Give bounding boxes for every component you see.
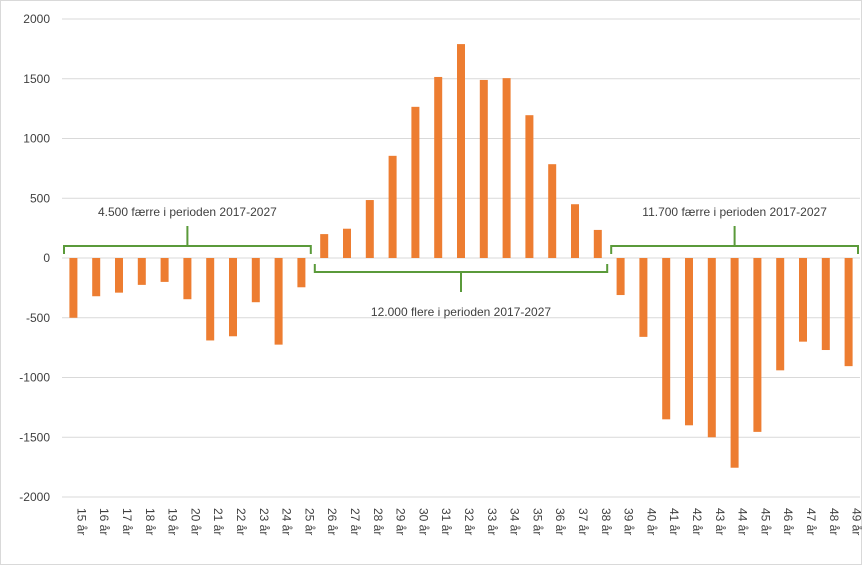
x-tick-label: 21 år <box>211 508 225 535</box>
bar <box>844 258 853 367</box>
x-tick-label: 31 år <box>439 508 453 535</box>
annotation: 12.000 flere i perioden 2017-2027 <box>371 305 551 319</box>
x-tick-label: 30 år <box>416 508 430 535</box>
bar <box>502 78 511 258</box>
x-tick-label: 24 år <box>280 508 294 535</box>
bar <box>753 258 762 432</box>
y-tick-label: -1000 <box>19 371 50 385</box>
y-tick-label: 1500 <box>23 72 50 86</box>
annotation-brace <box>63 226 312 254</box>
x-tick-label: 37 år <box>576 508 590 535</box>
bar <box>776 258 785 371</box>
x-tick-label: 28 år <box>371 508 385 535</box>
x-tick-label: 47 år <box>804 508 818 535</box>
bar <box>707 258 716 438</box>
x-tick-label: 26 år <box>325 508 339 535</box>
bar <box>662 258 671 420</box>
bar <box>206 258 215 341</box>
x-tick-label: 20 år <box>188 508 202 535</box>
bar <box>799 258 807 342</box>
x-tick-label: 19 år <box>166 508 180 535</box>
bar <box>137 258 146 285</box>
x-tick-label: 33 år <box>485 508 499 535</box>
y-tick-label: 500 <box>30 191 50 205</box>
bar <box>388 155 397 258</box>
x-tick-label: 48 år <box>827 508 841 535</box>
y-tick-label: -2000 <box>19 490 50 504</box>
x-tick-label: 45 år <box>758 508 772 535</box>
x-tick-label: 44 år <box>736 508 750 535</box>
x-tick-label: 17 år <box>120 508 134 535</box>
bar <box>297 258 306 288</box>
annotation: 4.500 færre i perioden 2017-2027 <box>98 205 277 219</box>
annotation-brace <box>313 264 609 292</box>
x-tick-label: 49 år <box>850 508 862 535</box>
bar <box>457 44 465 258</box>
x-tick-label: 35 år <box>530 508 544 535</box>
bar <box>69 258 78 318</box>
x-tick-label: 16 år <box>97 508 111 535</box>
bar <box>821 258 830 351</box>
x-tick-label: 32 år <box>462 508 476 535</box>
x-tick-label: 36 år <box>553 508 567 535</box>
x-tick-label: 34 år <box>508 508 522 535</box>
bar <box>525 115 534 258</box>
bar <box>593 229 602 258</box>
x-tick-label: 38 år <box>599 508 613 535</box>
y-tick-label: 2000 <box>23 12 50 26</box>
bar <box>92 258 101 297</box>
y-tick-label: 1000 <box>23 132 50 146</box>
bar <box>251 258 260 303</box>
bar <box>160 258 169 282</box>
x-tick-label: 40 år <box>644 508 658 535</box>
x-tick-label: 18 år <box>143 508 157 535</box>
x-tick-label: 23 år <box>257 508 271 535</box>
x-tick-label: 39 år <box>622 508 636 535</box>
bar <box>616 258 625 296</box>
bar <box>639 258 648 337</box>
bar <box>320 234 329 258</box>
x-tick-label: 22 år <box>234 508 248 535</box>
bar <box>183 258 192 300</box>
bar <box>229 258 237 337</box>
annotation-brace <box>610 226 859 254</box>
bar <box>548 164 557 258</box>
bar <box>115 258 123 293</box>
x-tick-label: 42 år <box>690 508 704 535</box>
bar <box>434 76 443 259</box>
bar <box>411 106 420 259</box>
bar <box>274 258 283 345</box>
x-tick-label: 15 år <box>74 508 88 535</box>
y-tick-label: 0 <box>43 251 50 265</box>
x-tick-label: 43 år <box>713 508 727 535</box>
bar <box>685 258 693 426</box>
bar <box>365 200 374 258</box>
y-tick-label: -500 <box>26 311 50 325</box>
x-tick-label: 27 år <box>348 508 362 535</box>
y-tick-label: -1500 <box>19 430 50 444</box>
x-tick-label: 25 år <box>302 508 316 535</box>
bar <box>343 228 351 258</box>
x-tick-label: 46 år <box>781 508 795 535</box>
bar <box>571 204 579 258</box>
bar <box>730 258 739 468</box>
annotation: 11.700 færre i perioden 2017-2027 <box>642 205 827 219</box>
x-tick-label: 41 år <box>667 508 681 535</box>
bar <box>479 79 488 258</box>
x-tick-label: 29 år <box>394 508 408 535</box>
